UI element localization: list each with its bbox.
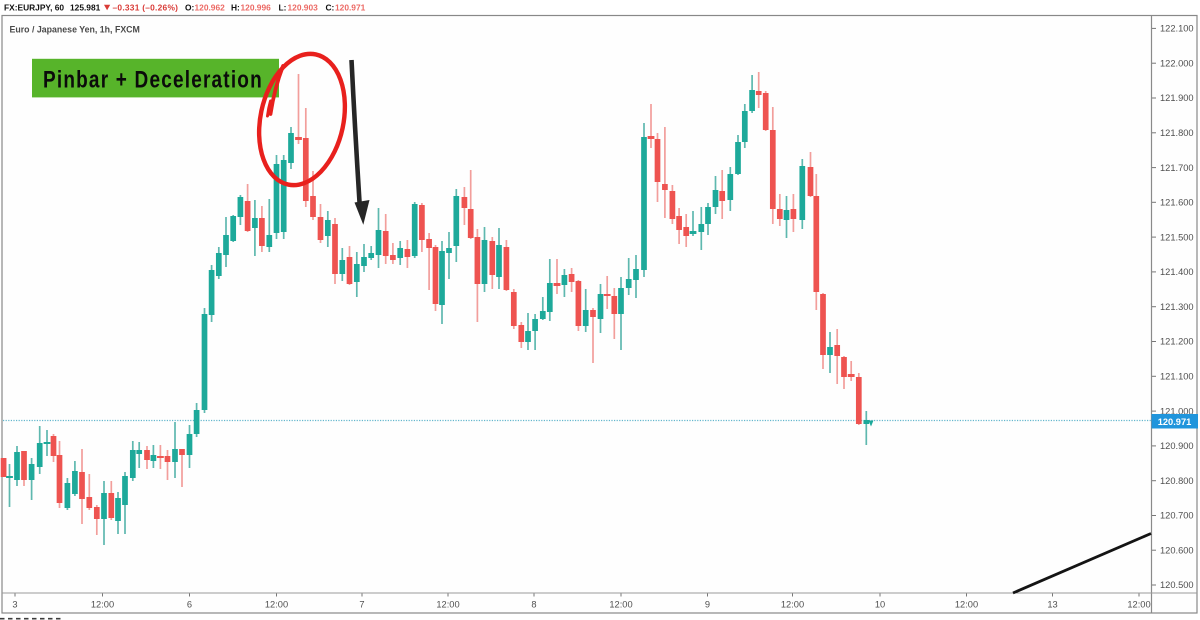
svg-text:120.800: 120.800 — [1160, 476, 1194, 486]
svg-text:120.903: 120.903 — [288, 3, 319, 13]
svg-text:9: 9 — [705, 600, 710, 610]
svg-text:125.981: 125.981 — [70, 3, 101, 13]
svg-text:12:00: 12:00 — [609, 600, 632, 610]
svg-text:7: 7 — [359, 600, 364, 610]
svg-text:120.500: 120.500 — [1160, 580, 1194, 590]
svg-text:FX:EURJPY, 60: FX:EURJPY, 60 — [4, 3, 64, 13]
svg-text:122.100: 122.100 — [1160, 24, 1194, 34]
svg-text:120.700: 120.700 — [1160, 511, 1194, 521]
svg-text:3: 3 — [12, 600, 17, 610]
svg-text:121.000: 121.000 — [1160, 406, 1194, 416]
svg-text:12:00: 12:00 — [781, 600, 804, 610]
svg-text:120.900: 120.900 — [1160, 441, 1194, 451]
svg-text:6: 6 — [187, 600, 192, 610]
svg-text:Euro / Japanese Yen, 1h, FXCM: Euro / Japanese Yen, 1h, FXCM — [10, 25, 140, 35]
svg-text:L:: L: — [279, 3, 287, 13]
svg-text:10: 10 — [875, 600, 885, 610]
svg-text:–0.331 (–0.26%): –0.331 (–0.26%) — [113, 3, 179, 13]
svg-text:121.400: 121.400 — [1160, 267, 1194, 277]
svg-text:120.600: 120.600 — [1160, 546, 1194, 556]
svg-text:Pinbar + Deceleration: Pinbar + Deceleration — [43, 65, 263, 93]
svg-text:120.996: 120.996 — [241, 3, 272, 13]
svg-text:8: 8 — [531, 600, 536, 610]
svg-text:12:00: 12:00 — [436, 600, 459, 610]
svg-text:121.500: 121.500 — [1160, 232, 1194, 242]
svg-text:H:: H: — [231, 3, 240, 13]
svg-text:121.900: 121.900 — [1160, 93, 1194, 103]
svg-text:13: 13 — [1047, 600, 1057, 610]
svg-text:12:00: 12:00 — [1127, 600, 1150, 610]
svg-text:12:00: 12:00 — [955, 600, 978, 610]
svg-text:121.300: 121.300 — [1160, 302, 1194, 312]
svg-text:122.000: 122.000 — [1160, 58, 1194, 68]
svg-text:120.971: 120.971 — [335, 3, 366, 13]
svg-text:120.962: 120.962 — [195, 3, 226, 13]
svg-text:121.100: 121.100 — [1160, 372, 1194, 382]
svg-text:121.200: 121.200 — [1160, 337, 1194, 347]
svg-text:121.800: 121.800 — [1160, 128, 1194, 138]
svg-text:120.971: 120.971 — [1158, 417, 1192, 427]
svg-text:121.600: 121.600 — [1160, 198, 1194, 208]
svg-text:12:00: 12:00 — [265, 600, 288, 610]
svg-text:C:: C: — [326, 3, 335, 13]
svg-text:O:: O: — [185, 3, 194, 13]
svg-text:121.700: 121.700 — [1160, 163, 1194, 173]
svg-text:12:00: 12:00 — [91, 600, 114, 610]
